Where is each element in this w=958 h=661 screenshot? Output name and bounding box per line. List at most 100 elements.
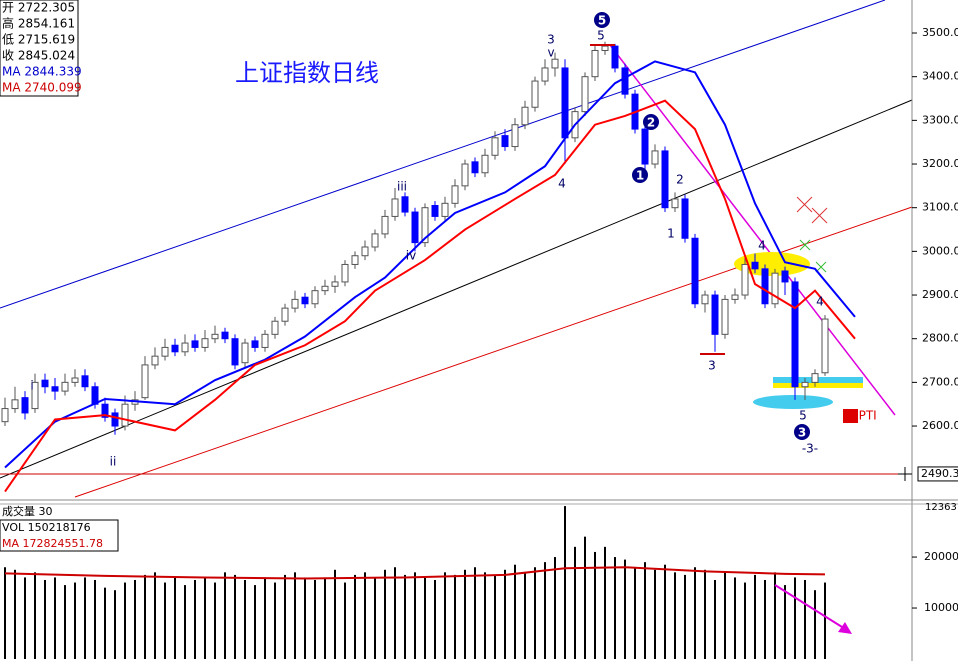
wave-label: 3 — [798, 426, 806, 440]
volume-bar — [584, 536, 586, 659]
candle-body — [361, 246, 369, 257]
volume-bar — [604, 546, 606, 659]
volume-top-label: 12363 — [925, 502, 957, 513]
x-marks — [799, 239, 827, 273]
candle-body — [201, 338, 209, 348]
info-line: MA 2844.339 — [2, 65, 82, 79]
y-tick-label: 3500.0 — [922, 26, 958, 39]
wave-label: v — [547, 46, 554, 60]
candle-body — [261, 333, 269, 348]
candle-body — [1, 408, 9, 423]
wave-circle — [643, 114, 659, 130]
ma-line — [4, 60, 856, 469]
volume-bar — [614, 557, 616, 659]
arrow-head — [838, 622, 852, 634]
wave-label: 1 — [667, 227, 675, 241]
volume-bar — [664, 564, 666, 659]
y-tick-label: 2800.0 — [922, 332, 958, 345]
candle-body — [181, 342, 189, 353]
candle-body — [141, 364, 149, 399]
volume-title: 成交量 30 — [2, 504, 53, 518]
info-box — [0, 0, 79, 97]
volume-bar — [254, 585, 256, 659]
candle-body — [561, 67, 569, 139]
volume-bar — [264, 577, 266, 659]
candle-body — [641, 128, 649, 165]
candle-body — [801, 381, 809, 388]
candle-body — [391, 198, 399, 217]
candle-body — [591, 49, 599, 78]
candle-body — [601, 45, 609, 51]
info-line: MA 2740.099 — [2, 81, 82, 95]
volume-bar — [644, 562, 646, 659]
candle-body — [111, 412, 119, 427]
volume-bar — [774, 572, 776, 659]
volume-bar — [334, 569, 336, 659]
volume-bar — [524, 572, 526, 659]
candle-body — [431, 205, 439, 217]
y-tick-label: 3200.0 — [922, 157, 958, 170]
wave-label: 2 — [676, 173, 684, 187]
volume-bar — [64, 585, 66, 659]
info-line: 低 2715.619 — [2, 33, 75, 47]
wave-label: 4 — [816, 295, 824, 309]
info-line: VOL 150218176 — [2, 521, 91, 534]
volume-bar — [324, 577, 326, 659]
candle-body — [551, 58, 559, 69]
candle-body — [741, 263, 749, 296]
volume-bar — [224, 572, 226, 659]
candle-body — [481, 154, 489, 174]
highlight — [734, 252, 810, 276]
info-line: 开 2722.305 — [2, 1, 75, 15]
candle-body — [521, 106, 529, 126]
trend-line — [0, 0, 886, 309]
volume-bar — [54, 577, 56, 659]
wave-label: 32PTI — [843, 409, 876, 423]
candle-body — [311, 290, 319, 305]
volume-bar — [544, 562, 546, 659]
candle-body — [531, 80, 539, 108]
candle-body — [241, 342, 249, 364]
info-line: MA 172824551.78 — [2, 537, 103, 550]
volume-bar — [804, 579, 806, 659]
candle-body — [101, 403, 109, 418]
candle-body — [121, 403, 129, 427]
candle-body — [291, 298, 299, 309]
candle-body — [671, 198, 679, 209]
volume-bar — [154, 572, 156, 659]
volume-bar — [654, 569, 656, 659]
wave-label: 5 — [799, 409, 807, 423]
volume-bar — [84, 577, 86, 659]
wave-label: 1 — [636, 169, 644, 183]
y-tick-label: 3000.0 — [922, 244, 958, 257]
candle-body — [791, 281, 799, 388]
volume-bar — [74, 582, 76, 659]
volume-bar — [94, 579, 96, 659]
volume-bar — [274, 582, 276, 659]
candle-body — [151, 355, 159, 366]
volume-bar — [694, 567, 696, 659]
candle-body — [711, 294, 719, 335]
volume-bar — [684, 574, 686, 659]
volume-bar — [734, 577, 736, 659]
wave-label: 3 — [547, 33, 555, 47]
volume-bar — [784, 585, 786, 659]
volume-bar — [24, 577, 26, 659]
volume-bar — [214, 582, 216, 659]
volume-bar — [824, 582, 826, 659]
candle-body — [81, 375, 89, 388]
volume-bar — [574, 546, 576, 659]
volume-bar — [724, 572, 726, 659]
candle-body — [211, 333, 219, 340]
volume-bar — [564, 506, 566, 659]
trend-line — [609, 44, 896, 416]
volume-bar — [444, 572, 446, 659]
volume-bar — [384, 569, 386, 659]
volume-bar — [404, 574, 406, 659]
candle-body — [371, 233, 379, 248]
volume-bar — [454, 574, 456, 659]
candle-body — [41, 379, 49, 388]
y-tick-label: 2900.0 — [922, 288, 958, 301]
candle-body — [321, 285, 329, 292]
